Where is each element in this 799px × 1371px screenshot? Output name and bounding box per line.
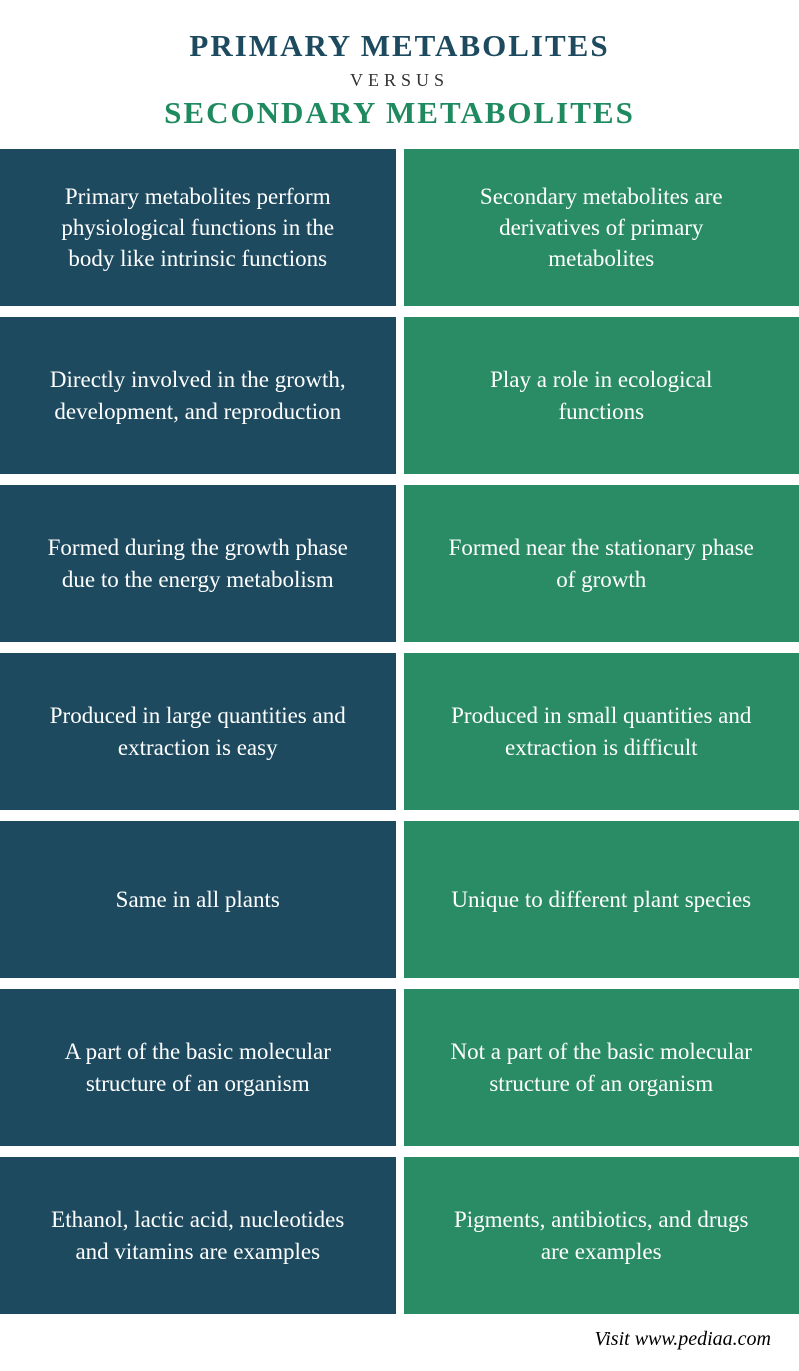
- secondary-cell: Secondary metabolites are derivatives of…: [404, 149, 799, 306]
- versus-label: VERSUS: [20, 70, 779, 91]
- row-divider: [404, 477, 799, 482]
- title-primary: PRIMARY METABOLITES: [20, 28, 779, 64]
- primary-cell: A part of the basic molecular structure …: [0, 989, 396, 1146]
- row-divider: [0, 813, 396, 818]
- row-divider: [404, 813, 799, 818]
- primary-cell: Ethanol, lactic acid, nucleotides and vi…: [0, 1157, 396, 1314]
- row-divider: [0, 309, 396, 314]
- secondary-cell: Produced in small quantities and extract…: [404, 653, 799, 810]
- row-divider: [0, 477, 396, 482]
- row-divider: [0, 1149, 396, 1154]
- secondary-column: Secondary metabolites are derivatives of…: [404, 149, 799, 1314]
- header: PRIMARY METABOLITES VERSUS SECONDARY MET…: [0, 28, 799, 149]
- row-divider: [404, 645, 799, 650]
- row-divider: [0, 645, 396, 650]
- secondary-cell: Not a part of the basic molecular struct…: [404, 989, 799, 1146]
- comparison-columns: Primary metabolites perform physiologica…: [0, 149, 799, 1314]
- row-divider: [404, 1149, 799, 1154]
- secondary-cell: Unique to different plant species: [404, 821, 799, 978]
- row-divider: [0, 981, 396, 986]
- secondary-cell: Formed near the stationary phase of grow…: [404, 485, 799, 642]
- row-divider: [404, 981, 799, 986]
- secondary-cell: Pigments, antibiotics, and drugs are exa…: [404, 1157, 799, 1314]
- secondary-cell: Play a role in ecological functions: [404, 317, 799, 474]
- primary-cell: Primary metabolites perform physiologica…: [0, 149, 396, 306]
- primary-cell: Formed during the growth phase due to th…: [0, 485, 396, 642]
- primary-cell: Directly involved in the growth, develop…: [0, 317, 396, 474]
- footer-credit: Visit www.pediaa.com: [0, 1314, 799, 1371]
- row-divider: [404, 309, 799, 314]
- primary-cell: Produced in large quantities and extract…: [0, 653, 396, 810]
- primary-column: Primary metabolites perform physiologica…: [0, 149, 396, 1314]
- infographic-container: PRIMARY METABOLITES VERSUS SECONDARY MET…: [0, 0, 799, 1371]
- primary-cell: Same in all plants: [0, 821, 396, 978]
- title-secondary: SECONDARY METABOLITES: [20, 95, 779, 131]
